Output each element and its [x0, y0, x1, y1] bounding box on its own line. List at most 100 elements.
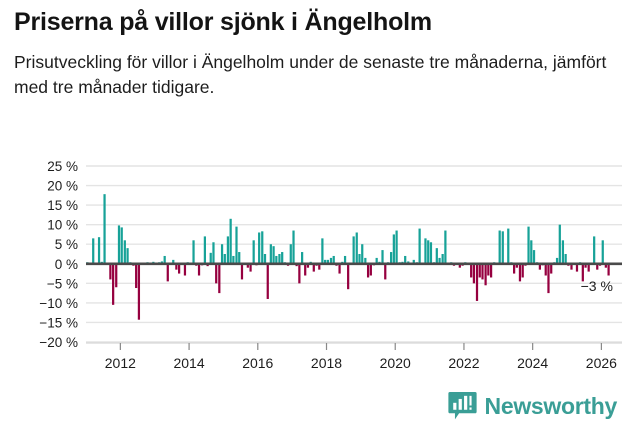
y-axis-tick-label: −10 %	[39, 296, 78, 311]
bar	[218, 263, 221, 294]
bar	[281, 252, 284, 264]
bar	[326, 259, 329, 264]
bar	[489, 263, 493, 278]
y-axis-tick-label: 5 %	[55, 237, 78, 252]
bar	[404, 255, 407, 264]
bar	[575, 263, 579, 272]
bar	[547, 263, 550, 294]
bar	[501, 231, 504, 264]
bar	[424, 238, 427, 264]
newsworthy-logo[interactable]: Newsworthy	[447, 391, 617, 421]
chart-header: Priserna på villor sjönk i Ängelholm Pri…	[0, 0, 631, 101]
bar	[135, 263, 138, 289]
bar	[117, 225, 121, 264]
bar	[203, 236, 206, 264]
bar	[292, 230, 295, 264]
bar	[395, 230, 398, 264]
bar	[381, 250, 384, 264]
bar	[527, 226, 530, 264]
bar	[555, 257, 559, 264]
bar	[444, 230, 447, 264]
bar	[332, 255, 335, 264]
bar	[197, 263, 201, 276]
bar	[438, 257, 441, 264]
bar	[166, 263, 169, 282]
last-value-annotation: −3 %	[581, 278, 613, 294]
bar	[298, 263, 301, 284]
y-axis-tick-label: 0 %	[55, 257, 78, 272]
bar	[607, 263, 610, 276]
bar	[587, 263, 590, 272]
bar	[137, 263, 141, 320]
x-axis-tick-label: 2018	[311, 355, 342, 371]
bar	[266, 263, 269, 299]
bar	[347, 263, 350, 290]
bar	[240, 263, 244, 280]
bar	[178, 263, 181, 274]
bar	[484, 263, 487, 286]
bar	[272, 246, 275, 264]
chart-subtitle: Prisutveckling för villor i Ängelholm un…	[14, 52, 607, 98]
bar	[235, 226, 238, 264]
bar	[115, 263, 118, 288]
bar	[175, 263, 178, 270]
bar	[275, 255, 278, 264]
bar	[183, 263, 187, 276]
bar	[435, 248, 438, 264]
bar	[364, 257, 367, 264]
y-axis-labels-group: 25 % 20 % 15 % 10 % 5 % 0 % −5 % −10 % −15 % −20 …	[39, 159, 78, 350]
x-axis-tick-label: 2014	[173, 355, 204, 371]
y-axis-tick-label: −15 %	[39, 315, 78, 330]
bar	[301, 252, 304, 264]
bar	[458, 263, 461, 268]
bar	[375, 257, 378, 264]
bar	[558, 224, 561, 264]
bar	[249, 263, 252, 272]
bar	[429, 242, 433, 264]
bar	[238, 252, 241, 264]
bars-group	[86, 194, 610, 320]
bar	[472, 263, 476, 284]
y-axis-tick-label: −20 %	[39, 335, 78, 350]
bar	[487, 263, 490, 276]
bar-chart-svg: 25 % 20 % 15 % 10 % 5 % 0 % −5 % −10 % −15 % −20 …	[39, 159, 622, 371]
bar	[312, 263, 315, 272]
bar	[338, 263, 341, 274]
y-axis-tick-label: −5 %	[47, 276, 78, 291]
bar	[427, 240, 430, 264]
bar	[304, 263, 307, 276]
bar	[126, 248, 129, 264]
bar	[544, 263, 547, 276]
bar	[475, 263, 479, 301]
bar	[593, 236, 596, 264]
x-axis-tick-label: 2020	[380, 355, 411, 371]
bar	[355, 232, 358, 264]
bar	[601, 240, 604, 264]
bar	[604, 263, 607, 268]
bar	[329, 257, 333, 264]
bar	[215, 263, 218, 284]
bar	[561, 240, 565, 264]
bar	[532, 250, 536, 264]
bar	[232, 255, 235, 264]
bar	[513, 263, 516, 274]
bar	[352, 236, 355, 264]
bar	[530, 240, 533, 264]
bar	[258, 232, 261, 264]
bar	[412, 259, 415, 264]
bar	[478, 263, 481, 278]
bar	[570, 263, 573, 270]
bar	[209, 252, 212, 264]
bar	[321, 238, 324, 264]
bar	[392, 234, 395, 264]
bar	[172, 259, 175, 264]
bar	[361, 244, 364, 264]
bar	[103, 194, 106, 264]
bar	[481, 263, 484, 280]
bar	[584, 263, 587, 268]
x-axis-group	[86, 342, 622, 350]
bar	[515, 263, 518, 268]
bar	[226, 236, 230, 264]
bar	[192, 240, 195, 264]
bar	[123, 240, 126, 264]
